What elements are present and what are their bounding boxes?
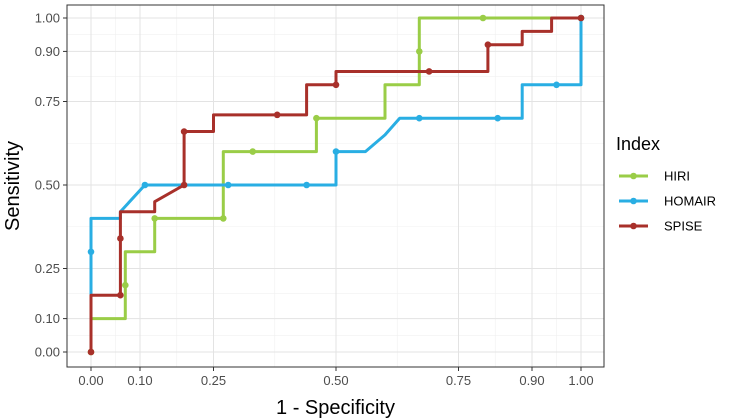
x-tick-label: 0.50	[323, 373, 348, 388]
x-tick-label: 0.90	[519, 373, 544, 388]
series-layer	[87, 14, 585, 356]
legend-key-point-spise	[630, 222, 637, 230]
legend-label-homair: HOMAIR	[664, 194, 716, 209]
y-tick-label: 0.90	[35, 44, 60, 59]
data-point-hiri	[479, 14, 487, 22]
x-tick-label: 0.10	[127, 373, 152, 388]
data-point-homair	[141, 181, 149, 189]
data-point-spise	[273, 111, 281, 119]
data-point-spise	[117, 235, 124, 242]
data-point-spise	[117, 291, 124, 299]
legend-item-spise: SPISE	[619, 219, 703, 234]
data-point-homair	[303, 181, 310, 189]
x-axis-title: 1 - Specificity	[276, 397, 395, 419]
y-tick-label: 1.00	[35, 11, 60, 26]
x-tick-label: 0.00	[78, 373, 103, 388]
data-point-hiri	[151, 215, 158, 222]
y-tick-label: 0.50	[35, 178, 60, 193]
x-tick-label: 0.25	[201, 373, 226, 388]
data-point-spise	[425, 68, 433, 75]
legend: Index HIRI HOMAIR SPISE	[616, 134, 716, 234]
data-point-homair	[224, 181, 232, 189]
y-tick-label: 0.00	[35, 345, 60, 360]
data-point-hiri	[416, 48, 423, 55]
legend-key-point-hiri	[630, 172, 637, 180]
data-point-spise	[577, 14, 585, 22]
data-point-spise	[180, 181, 188, 189]
data-point-homair	[494, 114, 502, 122]
legend-item-homair: HOMAIR	[619, 194, 716, 209]
x-tick-label: 0.75	[446, 373, 471, 388]
data-point-spise	[484, 41, 492, 49]
y-tick-label: 0.75	[35, 94, 60, 109]
data-point-spise	[180, 128, 188, 135]
series-line-spise	[89, 16, 581, 352]
data-point-hiri	[122, 281, 129, 289]
y-tick-label: 0.10	[35, 311, 60, 326]
data-point-homair	[332, 148, 340, 155]
series-spise	[87, 14, 585, 356]
x-tick-label: 1.00	[568, 373, 593, 388]
legend-title: Index	[616, 134, 660, 154]
data-point-homair	[553, 81, 560, 89]
legend-key-point-homair	[630, 197, 637, 205]
y-tick-label: 0.25	[35, 261, 60, 276]
data-point-hiri	[220, 215, 227, 222]
legend-label-hiri: HIRI	[664, 169, 690, 184]
data-point-hiri	[249, 148, 256, 155]
data-point-homair	[87, 248, 95, 256]
data-point-spise	[332, 81, 340, 89]
data-point-spise	[87, 348, 95, 356]
data-point-homair	[416, 114, 423, 122]
legend-label-spise: SPISE	[664, 219, 703, 234]
legend-item-hiri: HIRI	[619, 169, 690, 184]
data-point-hiri	[313, 114, 320, 122]
axis-layer: 0.00 0.10 0.25 0.50 0.75 0.90 1.00 0.00 0.10 0.25…	[35, 11, 594, 389]
y-axis-title: Sensitivity	[2, 141, 24, 231]
